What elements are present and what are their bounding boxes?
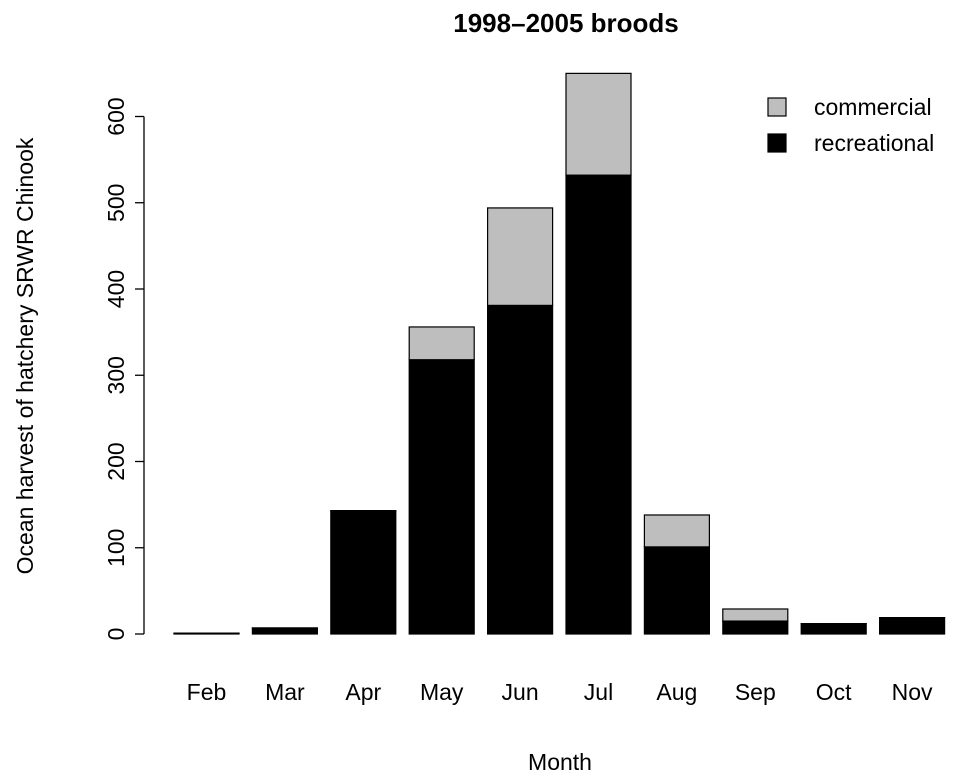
y-tick-label: 200 xyxy=(103,442,129,480)
legend-label-recreational: recreational xyxy=(814,130,934,156)
y-axis-label: Ocean harvest of hatchery SRWR Chinook xyxy=(12,137,38,574)
x-tick-label: Aug xyxy=(656,679,697,705)
x-tick-label: Feb xyxy=(187,679,227,705)
y-tick-label: 500 xyxy=(103,184,129,222)
bar-recreational xyxy=(643,546,711,635)
y-axis: 0 100 200 300 400 500 600 xyxy=(103,97,145,641)
bar-recreational xyxy=(800,623,867,635)
x-tick-label: Jun xyxy=(502,679,539,705)
bar-commercial xyxy=(565,72,632,176)
bar-recreational xyxy=(251,627,318,635)
bar-recreational xyxy=(408,359,475,635)
y-tick-label: 0 xyxy=(103,628,129,641)
bar-recreational xyxy=(565,174,632,635)
x-tick-label: May xyxy=(420,679,464,705)
x-tick-label: Apr xyxy=(345,679,381,705)
legend: commercial recreational xyxy=(767,94,934,156)
bar-recreational xyxy=(330,510,397,635)
bar-commercial xyxy=(722,608,789,622)
x-tick-label: Oct xyxy=(816,679,852,705)
x-tick-label: Nov xyxy=(892,679,933,705)
bar-recreational xyxy=(878,617,946,635)
legend-swatch-commercial xyxy=(767,97,787,117)
y-tick-label: 100 xyxy=(103,529,129,567)
bar-commercial xyxy=(643,514,711,548)
chart-title: 1998–2005 broods xyxy=(453,8,678,38)
x-axis-ticks: Feb Mar Apr May Jun Jul Aug Sep Oct Nov xyxy=(187,679,933,705)
x-tick-label: Jul xyxy=(584,679,613,705)
bar-recreational xyxy=(487,304,554,635)
x-axis-label: Month xyxy=(528,749,592,775)
bar-commercial xyxy=(408,326,475,361)
legend-swatch-recreational xyxy=(767,133,787,153)
bar-commercial xyxy=(487,207,554,306)
x-tick-label: Sep xyxy=(735,679,776,705)
x-tick-label: Mar xyxy=(265,679,305,705)
bar-recreational xyxy=(722,620,789,635)
y-tick-label: 600 xyxy=(103,97,129,135)
bars xyxy=(173,72,946,635)
y-tick-label: 400 xyxy=(103,270,129,308)
y-tick-label: 300 xyxy=(103,356,129,394)
legend-label-commercial: commercial xyxy=(814,94,932,120)
